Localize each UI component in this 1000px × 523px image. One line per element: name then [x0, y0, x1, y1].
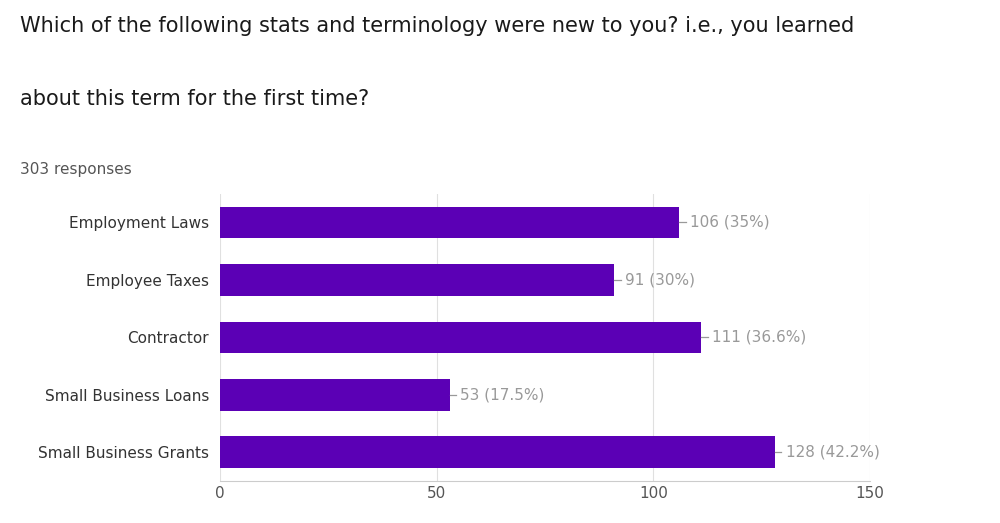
Text: Which of the following stats and terminology were new to you? i.e., you learned: Which of the following stats and termino…: [20, 16, 854, 36]
Bar: [220, 207, 679, 238]
Bar: [220, 379, 450, 411]
Bar: [220, 322, 701, 353]
Text: 106 (35%): 106 (35%): [690, 215, 770, 230]
Bar: [220, 437, 775, 468]
Text: 303 responses: 303 responses: [20, 162, 132, 177]
Text: 91 (30%): 91 (30%): [625, 272, 695, 287]
Text: 53 (17.5%): 53 (17.5%): [460, 388, 545, 402]
Bar: [220, 264, 614, 295]
Text: 111 (36.6%): 111 (36.6%): [712, 330, 806, 345]
Text: 128 (42.2%): 128 (42.2%): [786, 445, 879, 460]
Text: about this term for the first time?: about this term for the first time?: [20, 89, 369, 109]
